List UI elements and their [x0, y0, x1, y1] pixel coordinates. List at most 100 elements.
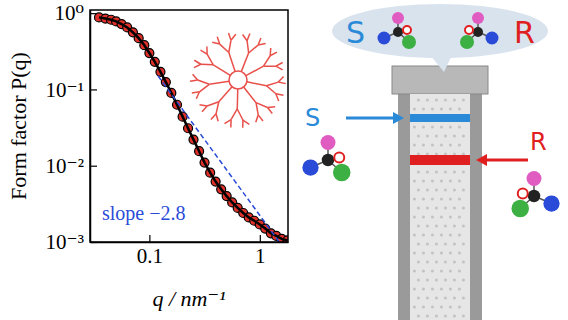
packing-grain — [458, 269, 461, 272]
packing-grain — [435, 134, 438, 137]
packing-grain — [422, 197, 425, 200]
column-label: S — [305, 104, 320, 132]
packing-grain — [449, 125, 452, 128]
dendrimer-branch — [258, 44, 266, 45]
packing-grain — [426, 206, 429, 209]
tick-mark — [90, 242, 97, 243]
arrow-head — [393, 112, 404, 124]
dendrimer-sketch — [190, 33, 286, 128]
dendrimer-branch — [263, 56, 270, 66]
packing-grain — [435, 242, 438, 245]
packing-grain — [462, 98, 465, 101]
packing-grain — [422, 269, 425, 272]
packing-grain — [453, 134, 456, 137]
packing-grain — [426, 170, 429, 173]
dendrimer-branch — [190, 80, 198, 81]
atom — [465, 26, 473, 34]
packing-grain — [444, 278, 447, 281]
dendrimer-branch — [244, 87, 256, 103]
atom — [518, 189, 528, 199]
atom — [472, 12, 484, 24]
packing-grain — [453, 278, 456, 281]
packing-grain — [431, 107, 434, 110]
packing-grain — [453, 206, 456, 209]
packing-grain — [440, 269, 443, 272]
packing-grain — [426, 242, 429, 245]
dendrimer-branch — [276, 94, 279, 101]
atom — [378, 32, 391, 45]
packing-grain — [453, 188, 456, 191]
dendrimer-branch — [229, 40, 231, 52]
packing-grain — [413, 125, 416, 128]
tick-label: 0.1 — [137, 244, 163, 268]
packing-grain — [431, 269, 434, 272]
packing-grain — [435, 188, 438, 191]
tick-mark — [90, 166, 97, 167]
tick-label: 10⁻² — [46, 154, 84, 178]
packing-grain — [426, 134, 429, 137]
dendrimer-branch — [194, 64, 201, 67]
y-axis: 10⁰10⁻¹10⁻²10⁻³ — [46, 1, 97, 254]
speech-bubble — [332, 4, 548, 58]
packing-grain — [444, 296, 447, 299]
dendrimer-branch — [258, 115, 263, 121]
packing-grain — [449, 107, 452, 110]
plot-area — [95, 13, 288, 242]
packing-grain — [417, 206, 420, 209]
packing-grain — [444, 260, 447, 263]
dendrimer-branch — [247, 34, 250, 41]
packing-grain — [422, 287, 425, 290]
packing-grain — [440, 287, 443, 290]
atom — [392, 12, 404, 24]
packing-grain — [431, 287, 434, 290]
packing-grain — [458, 251, 461, 254]
dendrimer-branch — [201, 64, 213, 66]
dendrimer-branch — [220, 44, 229, 52]
packing-grain — [426, 296, 429, 299]
dendrimer-branch — [263, 65, 275, 67]
packing-grain — [431, 125, 434, 128]
tick-label: 10⁰ — [55, 1, 84, 25]
packing-grain — [440, 215, 443, 218]
dendrimer-branch — [266, 82, 278, 86]
packing-grain — [435, 296, 438, 299]
packing-grain — [435, 170, 438, 173]
dendrimer-branch — [192, 92, 200, 93]
packing-grain — [458, 179, 461, 182]
molecule — [378, 12, 417, 49]
atom — [403, 26, 411, 34]
tick-label: 1 — [255, 244, 266, 268]
atom — [486, 32, 499, 45]
packing-grain — [462, 260, 465, 263]
packing-grain — [435, 206, 438, 209]
packing-grain — [453, 314, 456, 317]
packing-grain — [435, 98, 438, 101]
packing-grain — [462, 134, 465, 137]
column-label: R — [530, 128, 547, 156]
packing-grain — [440, 305, 443, 308]
dendrimer-branch — [216, 102, 219, 114]
tick: 10⁻² — [46, 154, 97, 178]
dendrimer-branch — [266, 86, 275, 94]
packing-grain — [449, 143, 452, 146]
packing-grain — [431, 305, 434, 308]
packing-grain — [422, 305, 425, 308]
tick: 10⁻¹ — [46, 78, 97, 102]
dendrimer-branch — [237, 109, 243, 120]
atom — [512, 200, 530, 218]
dendrimer-branch — [229, 33, 231, 40]
dendrimer-branch — [213, 65, 230, 75]
atom — [393, 27, 403, 37]
packing-grain — [462, 242, 465, 245]
packing-grain — [453, 296, 456, 299]
packing-grain — [413, 233, 416, 236]
dendrimer-branch — [231, 109, 237, 120]
packing-grain — [453, 260, 456, 263]
atom — [543, 195, 559, 211]
tick-label: 10⁻¹ — [46, 78, 84, 102]
dendrimer-branch — [229, 53, 235, 72]
dendrimer-branch — [247, 41, 249, 53]
dendrimer-branch — [200, 105, 208, 106]
dendrimer-core — [229, 71, 247, 89]
molecule — [302, 135, 350, 181]
